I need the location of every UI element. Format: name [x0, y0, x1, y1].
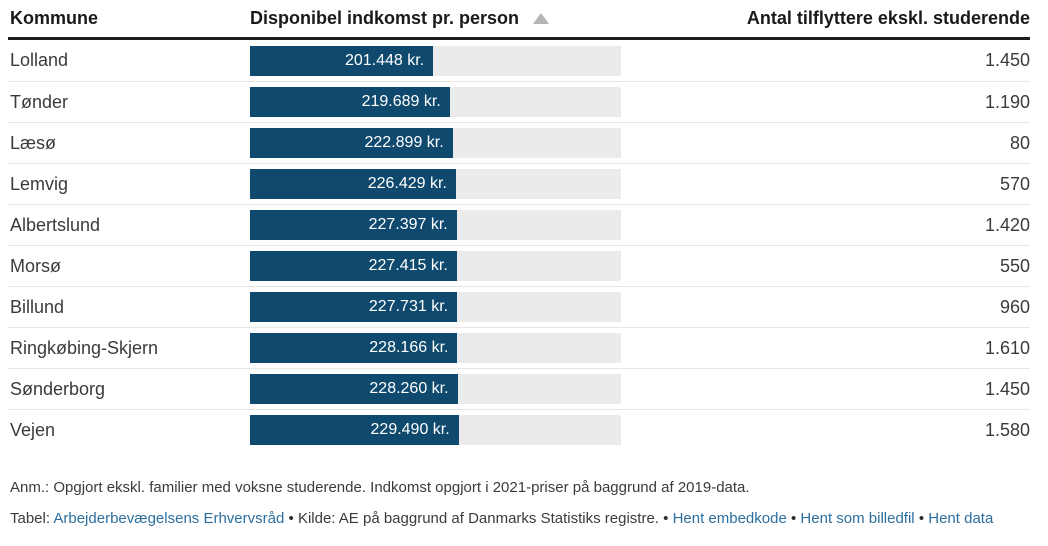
income-table: Kommune Disponibel indkomst pr. person A… [8, 0, 1030, 539]
movers-cell: 1.610 [984, 337, 1030, 358]
column-header-income[interactable]: Disponibel indkomst pr. person [250, 8, 621, 29]
column-header-movers[interactable]: Antal tilflyttere ekskl. studerende [746, 8, 1030, 28]
table-credit-link[interactable]: Arbejderbevægelsens Erhvervsråd [53, 510, 285, 527]
income-bar-label: 227.397 kr. [368, 216, 448, 233]
kommune-cell: Tønder [10, 91, 69, 112]
income-bar-label: 227.415 kr. [368, 257, 448, 274]
footer-note: Anm.: Opgjort ekskl. familier med voksne… [10, 479, 750, 496]
download-image-link[interactable]: Hent som billedfil [800, 510, 915, 527]
income-bar-fill: 222.899 kr. [250, 128, 453, 158]
table-credit-prefix: Tabel: [10, 510, 51, 527]
movers-cell: 1.580 [984, 419, 1030, 440]
download-data-link[interactable]: Hent data [928, 510, 994, 527]
table-body: Lolland 201.448 kr. 1.450 Tønder 219.689… [8, 40, 1030, 450]
movers-cell: 1.420 [984, 214, 1030, 235]
income-bar-track: 229.490 kr. [250, 415, 621, 445]
table-row: Ringkøbing-Skjern 228.166 kr. 1.610 [8, 327, 1030, 368]
footer-credits: Tabel: Arbejderbevægelsens Erhvervsråd •… [10, 508, 1030, 530]
income-bar-fill: 227.397 kr. [250, 210, 457, 240]
income-bar-label: 219.689 kr. [361, 93, 441, 110]
bullet-separator: • [288, 510, 294, 527]
movers-cell: 1.450 [984, 50, 1030, 70]
bullet-separator: • [790, 510, 797, 527]
income-bar-label: 201.448 kr. [344, 51, 425, 69]
income-bar-label: 226.429 kr. [367, 175, 447, 192]
bullet-separator: • [918, 510, 925, 527]
movers-cell: 550 [999, 255, 1030, 276]
column-header-income-label: Disponibel indkomst pr. person [250, 8, 520, 28]
kommune-cell: Læsø [10, 132, 57, 153]
income-bar-fill: 228.260 kr. [250, 374, 458, 404]
income-bar-label: 228.166 kr. [369, 339, 449, 356]
table-header-row: Kommune Disponibel indkomst pr. person A… [8, 0, 1030, 40]
income-bar-fill: 229.490 kr. [250, 415, 459, 445]
table-row: Lemvig 226.429 kr. 570 [8, 163, 1030, 204]
table-row: Billund 227.731 kr. 960 [8, 286, 1030, 327]
source-text: Kilde: AE på baggrund af Danmarks Statis… [297, 510, 659, 527]
table-row: Tønder 219.689 kr. 1.190 [8, 81, 1030, 122]
income-bar-track: 201.448 kr. [250, 45, 621, 76]
income-bar-fill: 226.429 kr. [250, 169, 456, 199]
income-bar-fill: 228.166 kr. [250, 333, 458, 363]
income-bar-label: 222.899 kr. [364, 134, 444, 151]
movers-cell: 1.450 [984, 378, 1030, 399]
income-bar-track: 227.397 kr. [250, 210, 621, 240]
kommune-cell: Morsø [10, 255, 61, 276]
kommune-cell: Lolland [10, 50, 69, 70]
kommune-cell: Lemvig [10, 173, 69, 194]
income-bar-track: 227.731 kr. [250, 292, 621, 322]
income-bar-fill: 219.689 kr. [250, 87, 450, 117]
kommune-cell: Sønderborg [10, 378, 106, 399]
movers-cell: 570 [999, 173, 1030, 194]
income-bar-track: 219.689 kr. [250, 87, 621, 117]
kommune-cell: Ringkøbing-Skjern [10, 337, 159, 358]
income-bar-fill: 227.731 kr. [250, 292, 458, 322]
table-row: Albertslund 227.397 kr. 1.420 [8, 204, 1030, 245]
kommune-cell: Vejen [10, 419, 56, 440]
income-bar-track: 228.260 kr. [250, 374, 621, 404]
sort-ascending-icon[interactable] [533, 13, 550, 24]
income-bar-fill: 201.448 kr. [250, 45, 434, 76]
download-embed-link[interactable]: Hent embedkode [672, 510, 787, 527]
table-row: Læsø 222.899 kr. 80 [8, 122, 1030, 163]
bullet-separator: • [663, 510, 669, 527]
table-row: Lolland 201.448 kr. 1.450 [8, 40, 1030, 81]
kommune-cell: Albertslund [10, 214, 101, 235]
income-bar-track: 222.899 kr. [250, 128, 621, 158]
income-bar-label: 228.260 kr. [369, 380, 449, 397]
movers-cell: 1.190 [984, 91, 1030, 112]
kommune-cell: Billund [10, 296, 65, 317]
table-notes: Anm.: Opgjort ekskl. familier med voksne… [8, 477, 1030, 530]
movers-cell: 80 [1009, 132, 1030, 153]
table-row: Vejen 229.490 kr. 1.580 [8, 409, 1030, 450]
income-bar-label: 227.731 kr. [368, 298, 449, 315]
movers-cell: 960 [999, 296, 1030, 317]
income-bar-fill: 227.415 kr. [250, 251, 457, 281]
income-bar-track: 226.429 kr. [250, 169, 621, 199]
column-header-kommune[interactable]: Kommune [10, 8, 99, 28]
income-bar-label: 229.490 kr. [370, 421, 450, 438]
income-bar-track: 228.166 kr. [250, 333, 621, 363]
table-row: Sønderborg 228.260 kr. 1.450 [8, 368, 1030, 409]
income-bar-track: 227.415 kr. [250, 251, 621, 281]
table-row: Morsø 227.415 kr. 550 [8, 245, 1030, 286]
